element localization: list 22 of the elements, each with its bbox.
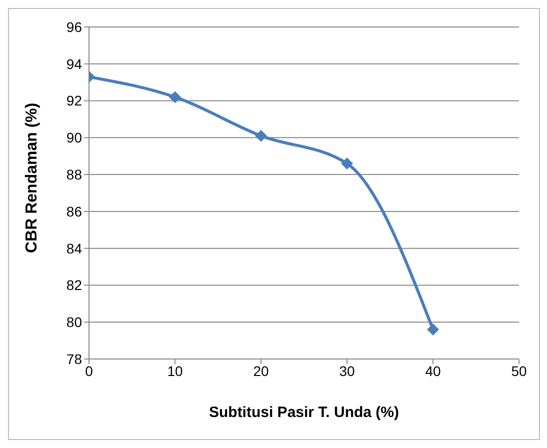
y-tick-label: 82 [66, 277, 82, 294]
x-tick-label: 0 [85, 362, 94, 379]
y-tick-label: 78 [66, 350, 82, 367]
y-tick-label: 94 [66, 56, 82, 72]
point [427, 323, 439, 336]
y-tick-label: 88 [66, 166, 82, 183]
point [341, 157, 353, 170]
y-tick-label: 92 [66, 92, 82, 109]
x-tick-label: 10 [167, 362, 183, 379]
y-tick-label: 90 [66, 130, 82, 146]
x-tick-label: 50 [511, 362, 527, 379]
point [255, 130, 267, 142]
x-tick-label: 30 [339, 362, 355, 379]
x-axis-title: Subtitusi Pasir T. Unda (%) [208, 404, 400, 421]
y-tick-label: 86 [66, 203, 82, 220]
y-tick-label: 80 [66, 314, 82, 330]
x-tick-label: 40 [425, 362, 441, 379]
y-axis-title: CBR Rendaman (%) [24, 102, 41, 253]
x-tick-label: 20 [253, 362, 269, 379]
y-tick-label: 84 [66, 240, 82, 256]
point [169, 91, 181, 104]
y-tick-label: 96 [66, 18, 82, 35]
